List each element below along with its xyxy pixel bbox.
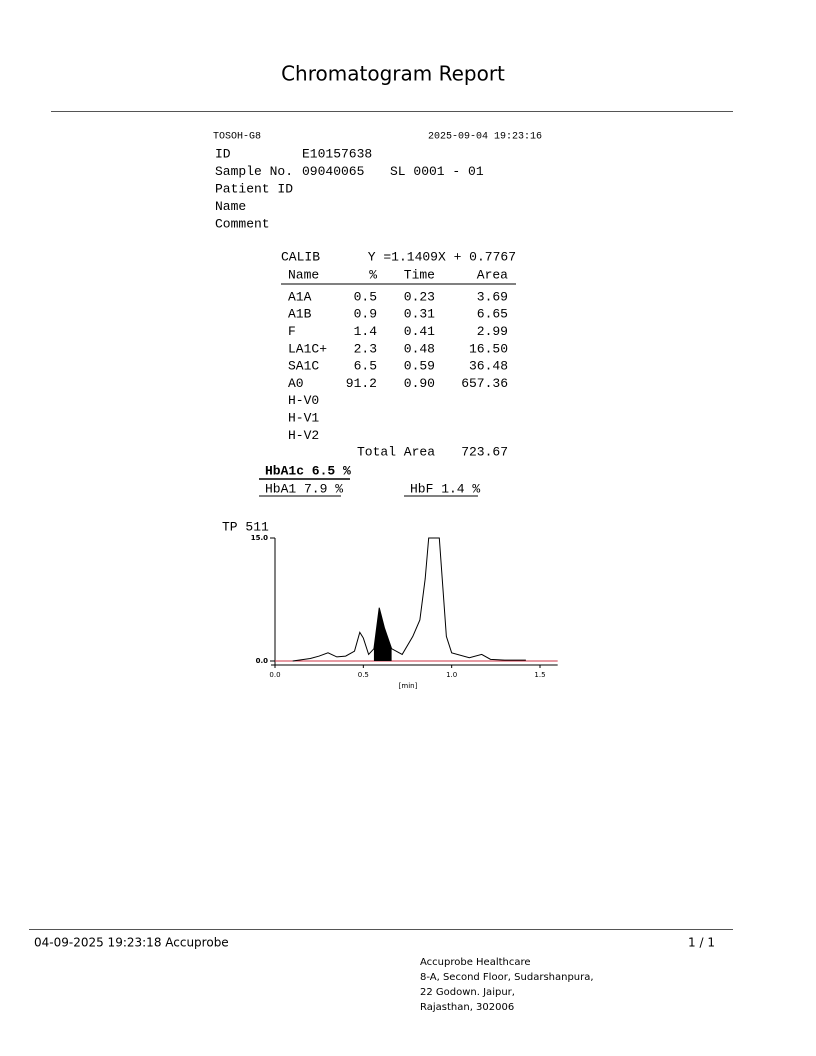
hbf: HbF 1.4 % — [410, 481, 480, 496]
column-header: % — [369, 267, 377, 282]
table-cell: 0.23 — [404, 289, 435, 304]
address-line: 8-A, Second Floor, Sudarshanpura, — [420, 972, 594, 983]
x-axis-label: [min] — [399, 682, 418, 690]
table-cell: 2.99 — [477, 324, 508, 339]
instrument: TOSOH-G8 — [213, 132, 261, 143]
x-tick-label: 0.5 — [358, 671, 369, 679]
peak-fill — [373, 607, 392, 661]
page-number: 1 / 1 — [688, 936, 715, 950]
column-header: Name — [288, 267, 319, 282]
field-value: E10157638 — [302, 146, 372, 161]
table-cell: 16.50 — [469, 341, 508, 356]
x-tick-label: 1.5 — [534, 671, 545, 679]
field-label: ID — [215, 146, 231, 161]
table-cell: A0 — [288, 376, 304, 391]
table-cell: H-V0 — [288, 393, 319, 408]
field-extra: SL 0001 - 01 — [390, 164, 484, 179]
table-cell: 0.90 — [404, 376, 435, 391]
hba1c: HbA1c 6.5 % — [265, 463, 351, 478]
table-cell: H-V1 — [288, 411, 319, 426]
x-tick-label: 1.0 — [446, 671, 457, 679]
table-cell: 0.5 — [354, 289, 377, 304]
address-line: 22 Godown. Jaipur, — [420, 987, 515, 998]
column-header: Area — [477, 267, 508, 282]
field-label: Patient ID — [215, 181, 293, 196]
hba1: HbA1 7.9 % — [265, 481, 343, 496]
chart-title: TP 511 — [222, 519, 269, 534]
table-cell: 0.48 — [404, 341, 435, 356]
printed: 04-09-2025 19:23:18 Accuprobe — [34, 936, 229, 950]
y-tick-label: 0.0 — [256, 657, 269, 665]
table-cell: 0.59 — [404, 359, 435, 374]
address-line: Accuprobe Healthcare — [420, 957, 531, 968]
title: Chromatogram Report — [281, 62, 505, 86]
total-label: Total Area — [357, 444, 435, 459]
table-cell: LA1C+ — [288, 341, 327, 356]
table-cell: 6.5 — [354, 359, 377, 374]
calib-label: CALIB — [281, 249, 320, 264]
address-line: Rajasthan, 302006 — [420, 1002, 514, 1013]
field-value: 09040065 — [302, 164, 364, 179]
table-cell: 6.65 — [477, 307, 508, 322]
table-cell: A1A — [288, 289, 312, 304]
datetime: 2025-09-04 19:23:16 — [428, 132, 542, 143]
trace — [292, 537, 526, 662]
field-label: Name — [215, 199, 246, 214]
x-tick-label: 0.0 — [269, 671, 280, 679]
table-cell: A1B — [288, 307, 312, 322]
table-cell: SA1C — [288, 359, 319, 374]
table-cell: F — [288, 324, 296, 339]
table-cell: 0.41 — [404, 324, 435, 339]
calib-equation: Y =1.1409X + 0.7767 — [368, 249, 516, 264]
table-cell: 0.9 — [354, 307, 377, 322]
table-cell: 3.69 — [477, 289, 508, 304]
table-cell: H-V2 — [288, 428, 319, 443]
field-label: Comment — [215, 216, 270, 231]
table-cell: 36.48 — [469, 359, 508, 374]
total-value: 723.67 — [461, 444, 508, 459]
table-cell: 91.2 — [346, 376, 377, 391]
field-label: Sample No. — [215, 164, 293, 179]
table-cell: 2.3 — [354, 341, 377, 356]
table-cell: 657.36 — [461, 376, 508, 391]
column-header: Time — [404, 267, 435, 282]
y-tick-label: 15.0 — [251, 534, 268, 542]
table-cell: 1.4 — [354, 324, 378, 339]
table-cell: 0.31 — [404, 307, 435, 322]
